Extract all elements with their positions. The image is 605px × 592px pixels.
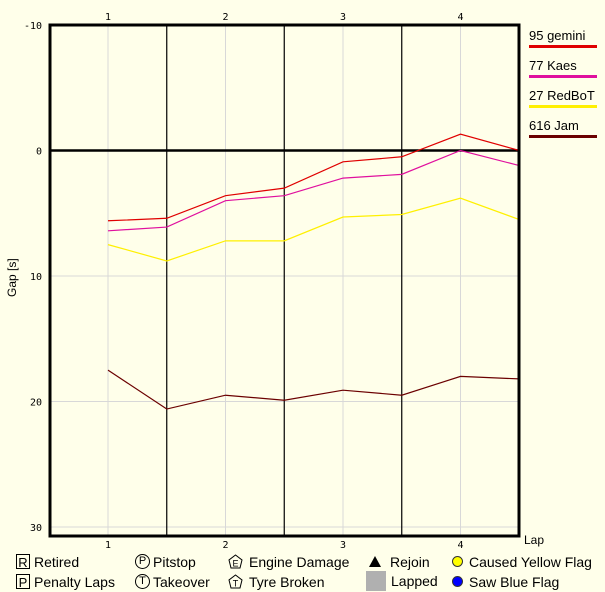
svg-text:T: T: [233, 579, 239, 589]
x-tick-label-top: 3: [340, 12, 346, 23]
legend-swatch: [529, 105, 597, 108]
x-tick-label-top: 2: [222, 12, 228, 23]
legend-label: Penalty Laps: [34, 573, 115, 590]
x-tick-label-top: 4: [457, 12, 463, 23]
retired-icon: R: [16, 554, 30, 570]
legend-engine-damage: E Engine Damage: [228, 552, 349, 571]
series-line: [107, 369, 520, 410]
legend-lapped: Lapped: [366, 570, 438, 592]
lapped-swatch-icon: [366, 571, 386, 591]
rejoin-icon: [369, 556, 381, 567]
legend-label: 27 RedBoT: [529, 88, 595, 103]
legend-label: 95 gemini: [529, 28, 586, 43]
series-line: [107, 133, 520, 222]
y-axis-title: Gap [s]: [5, 258, 19, 297]
x-tick-label-bottom: 3: [340, 540, 346, 551]
y-axis-ticks: -10 0 10 20 30: [24, 21, 42, 534]
takeover-icon: T: [135, 574, 150, 589]
legend-label: Lapped: [391, 573, 438, 589]
symbol-legend: R Retired P Penalty Laps P Pitstop T Tak…: [0, 552, 605, 592]
legend-label: Engine Damage: [249, 553, 350, 570]
series-lines: [107, 133, 520, 410]
blue-flag-icon: [452, 576, 463, 587]
legend-item-27-redbot: 27 RedBoT: [529, 89, 597, 108]
legend-label: Tyre Broken: [249, 573, 325, 590]
legend-label: Saw Blue Flag: [469, 573, 560, 590]
series-line: [107, 197, 520, 262]
legend-label: Retired: [34, 553, 80, 570]
svg-text:E: E: [232, 559, 238, 569]
legend-label: 616 Jam: [529, 118, 579, 133]
y-tick-label: -10: [24, 21, 42, 32]
legend-takeover: T Takeover: [135, 572, 210, 591]
y-tick-label: 0: [36, 147, 42, 158]
legend-label: Pitstop: [153, 553, 196, 570]
series-line: [107, 149, 520, 232]
legend-retired: R Retired: [16, 552, 79, 571]
legend-penalty-laps: P Penalty Laps: [16, 572, 115, 591]
x-axis-title: Lap: [524, 533, 545, 547]
legend-pitstop: P Pitstop: [135, 552, 196, 571]
engine-damage-icon: E: [228, 554, 243, 569]
legend-label: Takeover: [153, 573, 210, 590]
legend-item-616-jam: 616 Jam: [529, 119, 597, 138]
y-tick-label: 20: [30, 398, 42, 409]
legend-label: Rejoin: [390, 553, 430, 570]
x-tick-label-top: 1: [105, 12, 111, 23]
legend-swatch: [529, 135, 597, 138]
legend-item-77-kaes: 77 Kaes: [529, 59, 597, 78]
legend-label: Caused Yellow Flag: [469, 553, 592, 570]
y-tick-label: 10: [30, 272, 42, 283]
x-axis-ticks-top: 1 2 3 4: [105, 12, 464, 23]
yellow-flag-icon: [452, 556, 463, 567]
legend-swatch: [529, 75, 597, 78]
pitstop-icon: P: [135, 554, 150, 569]
penalty-laps-icon: P: [16, 574, 30, 590]
tyre-broken-icon: T: [228, 574, 243, 589]
grid-lines: [50, 24, 519, 536]
x-tick-label-bottom: 4: [457, 540, 463, 551]
legend-rejoin: Rejoin: [366, 552, 430, 571]
x-tick-label-bottom: 1: [105, 540, 111, 551]
x-tick-label-bottom: 2: [222, 540, 228, 551]
y-tick-label: 30: [30, 523, 42, 534]
legend-saw-blue-flag: Saw Blue Flag: [450, 572, 559, 591]
legend-caused-yellow-flag: Caused Yellow Flag: [450, 552, 592, 571]
x-axis-ticks-bottom: 1 2 3 4: [105, 540, 464, 551]
legend-swatch: [529, 45, 597, 48]
legend-tyre-broken: T Tyre Broken: [228, 572, 324, 591]
legend-label: 77 Kaes: [529, 58, 577, 73]
plot-frame: [48, 23, 521, 538]
legend-item-95-gemini: 95 gemini: [529, 29, 597, 48]
